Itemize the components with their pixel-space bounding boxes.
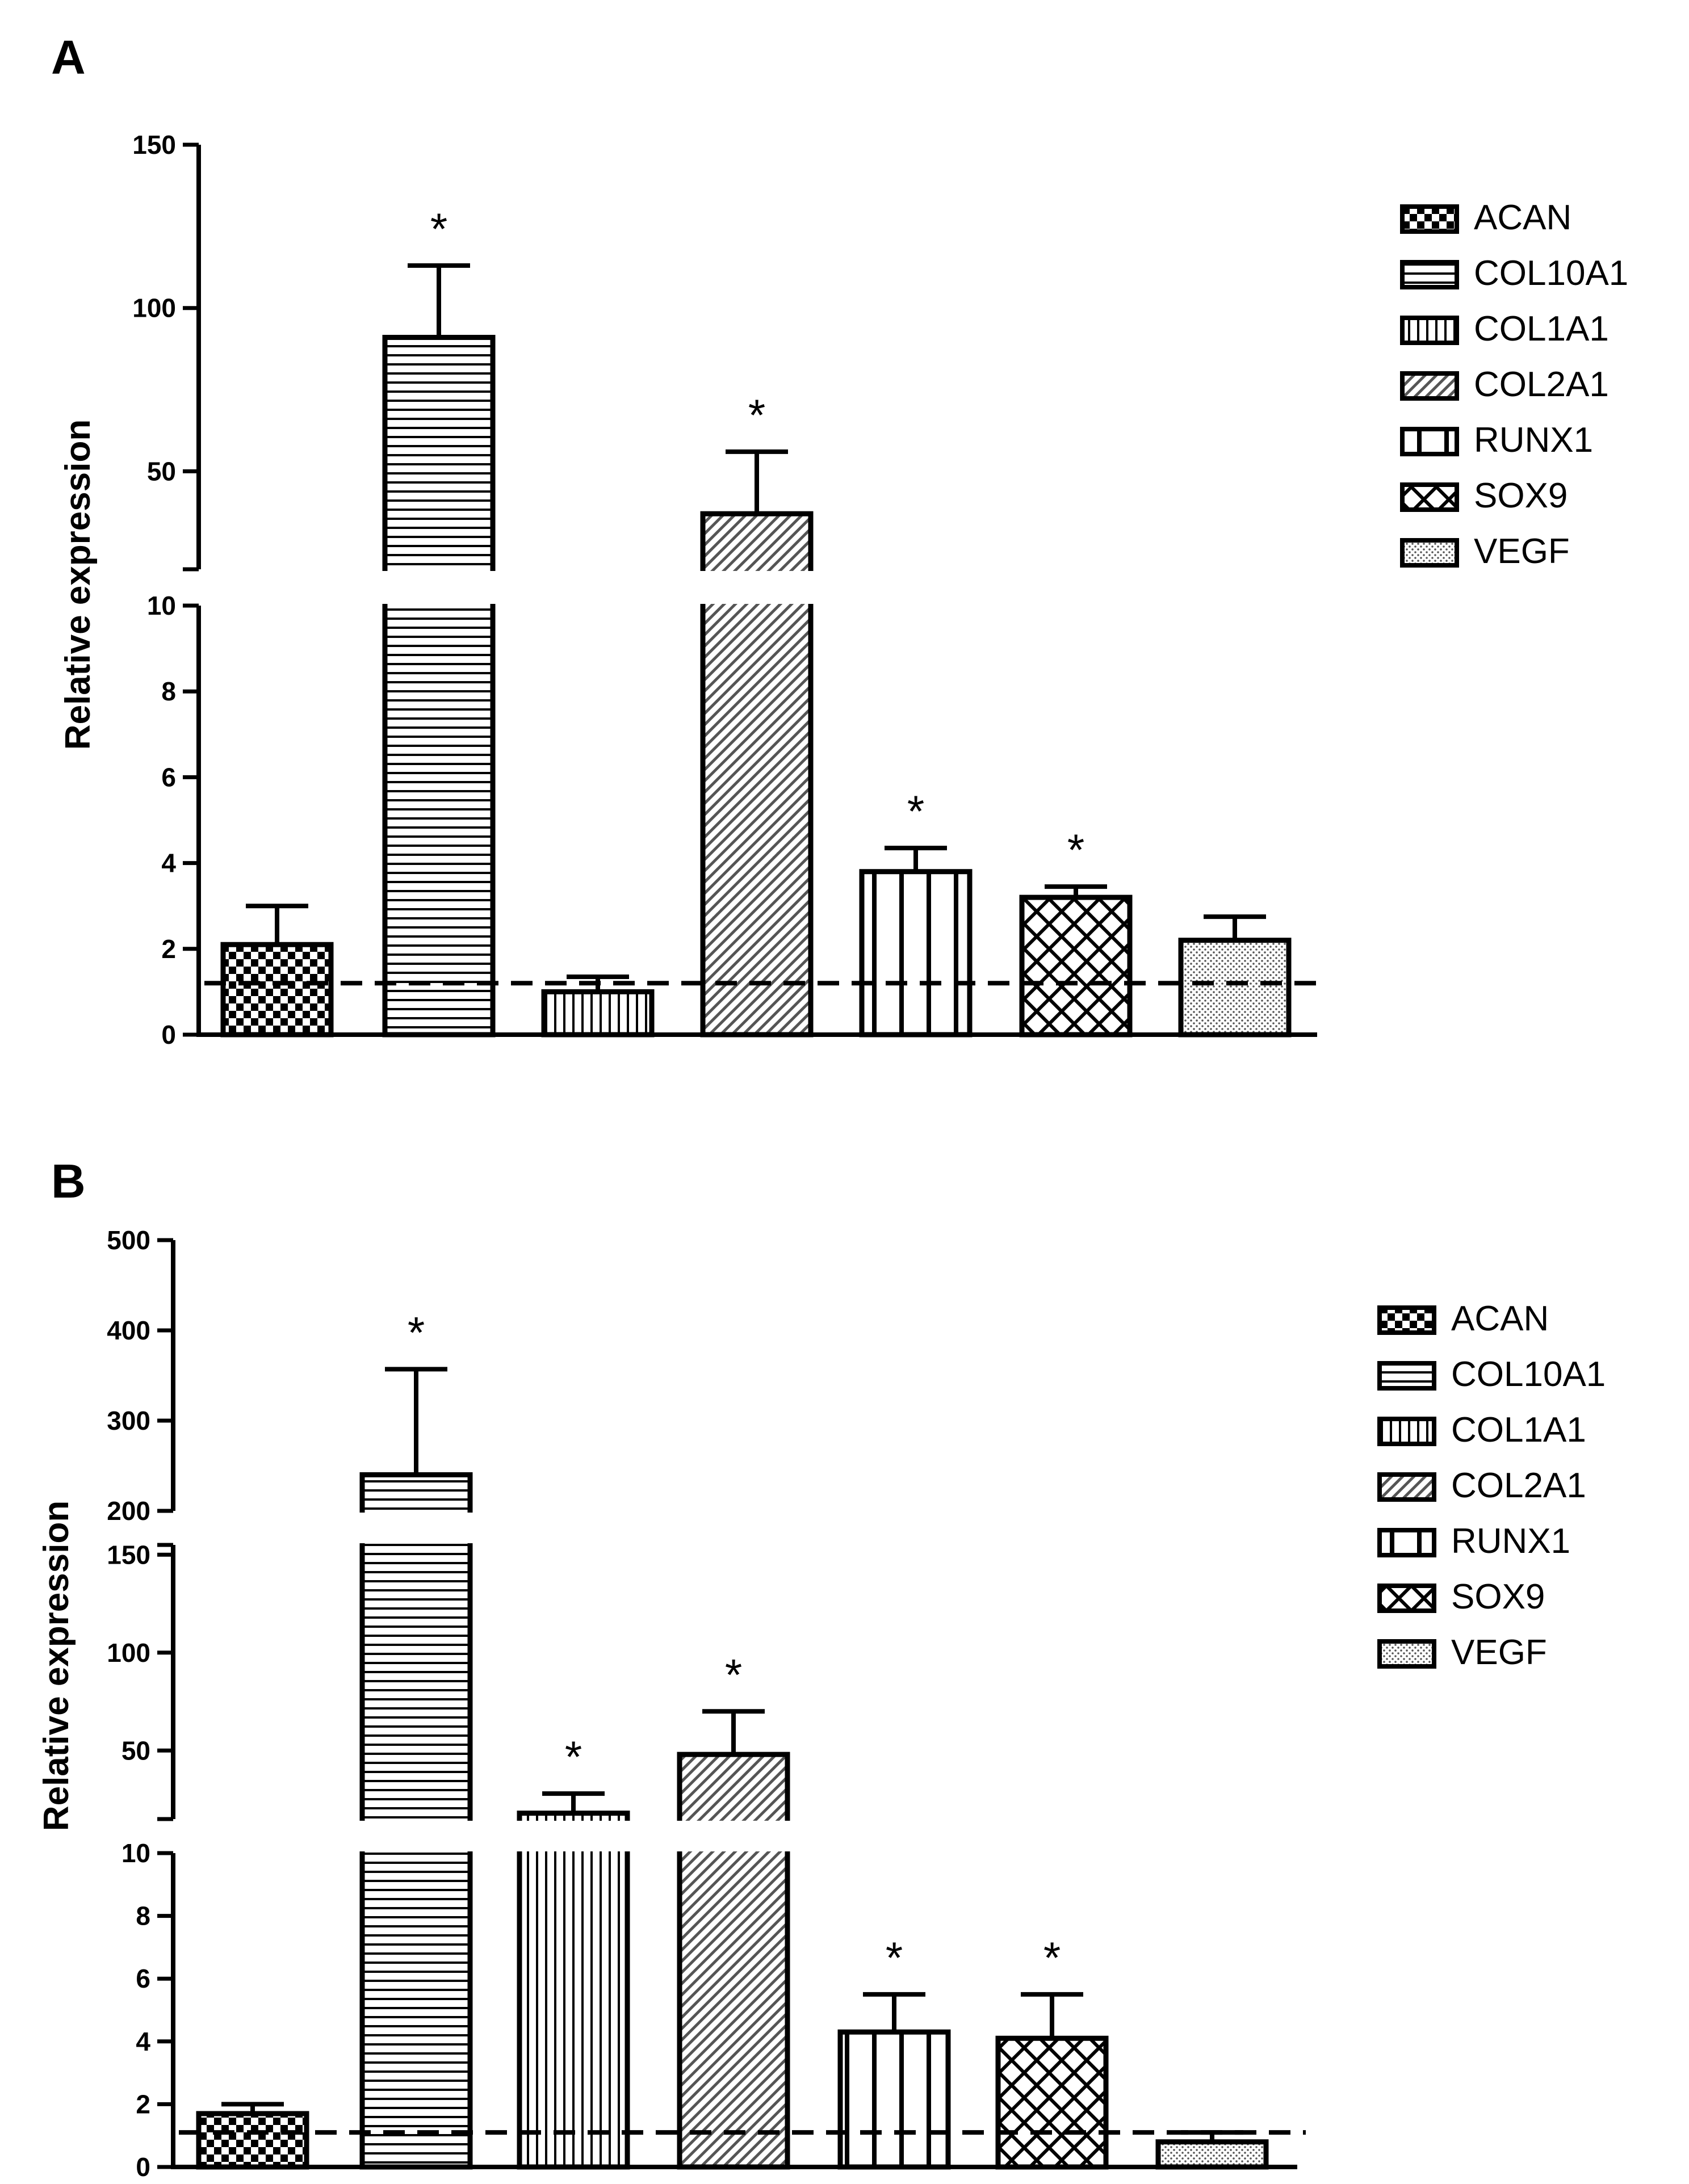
- significance-star-sox9: *: [1067, 825, 1084, 875]
- legend-swatch-acan: [1400, 204, 1459, 234]
- y-tick-label: 6: [161, 762, 176, 792]
- significance-star-col10a1: *: [408, 1307, 425, 1357]
- bar-break-gap: [675, 1821, 792, 1851]
- bar-runx1: [837, 2029, 951, 2170]
- significance-star-runx1: *: [886, 1933, 903, 1983]
- bar-break-gap: [698, 571, 815, 604]
- legend-label-runx1: RUNX1: [1474, 421, 1593, 460]
- legend-swatch-col1a1: [1377, 1417, 1436, 1446]
- y-tick-label: 150: [107, 1540, 150, 1569]
- legend-label-col1a1: COL1A1: [1474, 309, 1609, 348]
- legend-swatch-vegf: [1400, 538, 1459, 568]
- significance-star-sox9: *: [1043, 1933, 1061, 1983]
- legend-label-col1a1: COL1A1: [1451, 1410, 1586, 1450]
- y-tick-label: 50: [147, 456, 176, 486]
- legend-swatch-sox9: [1400, 482, 1459, 512]
- y-tick-label: 4: [161, 849, 176, 878]
- legend-swatch-runx1: [1377, 1528, 1436, 1557]
- bar-vegf: [1178, 938, 1292, 1038]
- significance-star-col2a1: *: [725, 1649, 742, 1699]
- bar-break-gap: [380, 571, 497, 604]
- bar-vegf: [1155, 2139, 1269, 2170]
- y-tick-label: 6: [136, 1964, 150, 1993]
- legend: ACAN COL10A1 COL1A1 COL2A1 RUNX1 SOX9 VEGF: [1400, 198, 1628, 571]
- bar-acan: [196, 2111, 309, 2170]
- y-axis-title: Relative expression: [37, 1501, 76, 1831]
- y-tick-label: 0: [136, 2152, 150, 2182]
- y-tick-label: 500: [107, 1225, 150, 1255]
- y-tick-label: 300: [107, 1406, 150, 1435]
- legend-label-col2a1: COL2A1: [1451, 1466, 1586, 1505]
- y-tick-label: 8: [136, 1901, 150, 1931]
- legend-label-vegf: VEGF: [1474, 532, 1570, 571]
- legend-label-col2a1: COL2A1: [1474, 365, 1609, 404]
- chart-panel-a: A Relative expression 0 2 4 6 8 10 50 100 150 * * * * A…: [51, 31, 1628, 1049]
- y-tick-label: 150: [132, 130, 176, 159]
- legend-swatch-vegf: [1377, 1639, 1436, 1669]
- legend-label-runx1: RUNX1: [1451, 1522, 1570, 1561]
- legend-swatch-col10a1: [1377, 1361, 1436, 1391]
- bar-col1a1: [517, 1811, 630, 2170]
- significance-star-col2a1: *: [748, 390, 765, 440]
- legend-label-acan: ACAN: [1451, 1299, 1549, 1338]
- legend-swatch-col10a1: [1400, 260, 1459, 289]
- legend: ACAN COL10A1 COL1A1 COL2A1 RUNX1 SOX9 VEGF: [1377, 1299, 1606, 1672]
- y-tick-label: 10: [147, 591, 176, 620]
- y-tick-label: 8: [161, 677, 176, 706]
- legend-label-vegf: VEGF: [1451, 1633, 1547, 1672]
- panel-label: A: [51, 31, 86, 84]
- chart-panel-b: B Relative expression 0 2 4 6 8 10 50 100 150 200 30…: [37, 1154, 1606, 2182]
- legend-swatch-acan: [1377, 1305, 1436, 1335]
- legend-label-col10a1: COL10A1: [1474, 254, 1628, 293]
- bar-sox9: [995, 2035, 1109, 2170]
- bar-runx1: [859, 869, 973, 1038]
- significance-star-runx1: *: [907, 786, 924, 836]
- y-tick-label: 50: [121, 1736, 150, 1765]
- y-tick-label: 2: [136, 2089, 150, 2119]
- bar-break-gap: [358, 1513, 475, 1543]
- bar-col1a1: [541, 989, 655, 1038]
- legend-label-sox9: SOX9: [1474, 476, 1568, 515]
- y-tick-label: 4: [136, 2027, 150, 2056]
- significance-star-col1a1: *: [565, 1732, 582, 1782]
- bar-break-gap: [358, 1821, 475, 1851]
- y-tick-label: 2: [161, 934, 176, 964]
- bar-acan: [220, 942, 334, 1038]
- significance-star-col10a1: *: [430, 204, 447, 254]
- bar-sox9: [1019, 894, 1133, 1038]
- legend-label-acan: ACAN: [1474, 198, 1571, 237]
- legend-swatch-runx1: [1400, 427, 1459, 456]
- bar-col10a1: [382, 334, 496, 1038]
- y-tick-label: 400: [107, 1316, 150, 1345]
- y-axis-title: Relative expression: [58, 419, 98, 750]
- bar-break-gap: [515, 1821, 632, 1851]
- y-tick-label: 100: [107, 1638, 150, 1668]
- legend-label-col10a1: COL10A1: [1451, 1355, 1606, 1394]
- legend-swatch-col1a1: [1400, 316, 1459, 345]
- legend-swatch-col2a1: [1400, 371, 1459, 401]
- y-tick-label: 100: [132, 293, 176, 323]
- legend-label-sox9: SOX9: [1451, 1577, 1545, 1616]
- y-tick-label: 10: [121, 1838, 150, 1868]
- legend-swatch-col2a1: [1377, 1472, 1436, 1502]
- panel-label: B: [51, 1154, 86, 1208]
- y-tick-label: 0: [161, 1020, 176, 1049]
- legend-swatch-sox9: [1377, 1584, 1436, 1613]
- y-tick-label: 200: [107, 1496, 150, 1526]
- bar-col2a1: [677, 1752, 790, 2170]
